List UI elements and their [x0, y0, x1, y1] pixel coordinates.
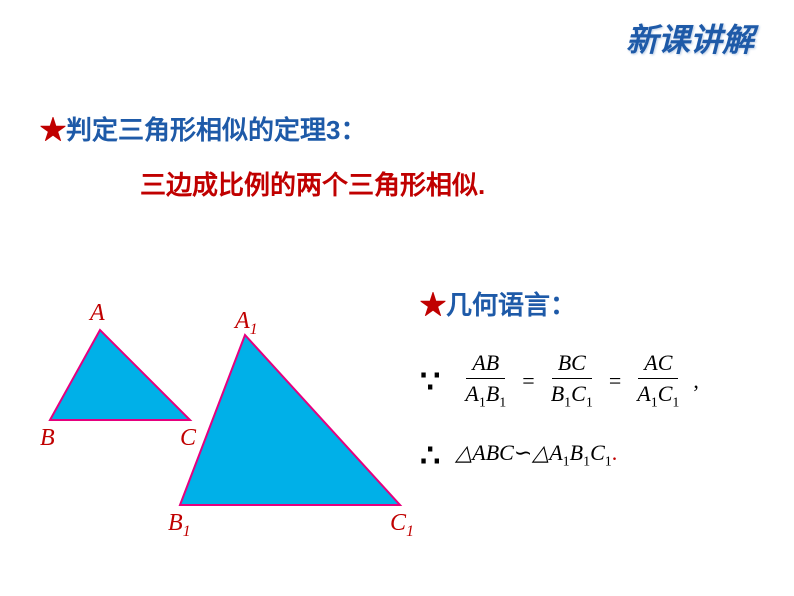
vertex-c1-label: C1 — [390, 510, 414, 540]
geom-language-title: ★几何语言： — [420, 285, 576, 322]
premise-row: ∵ AB A1B1 = BC B1C1 = AC A1C1 , — [420, 350, 780, 411]
because-symbol: ∵ — [420, 362, 440, 400]
geom-title-text: 几何语言： — [446, 290, 576, 320]
fraction-3: AC A1C1 — [631, 350, 685, 411]
frac2-num: BC — [552, 350, 592, 379]
vertex-a-label: A — [88, 300, 105, 326]
math-expression-area: ∵ AB A1B1 = BC B1C1 = AC A1C1 , ∴ △ABC∽△… — [420, 350, 780, 499]
ratio-equation: AB A1B1 = BC B1C1 = AC A1C1 , — [455, 350, 699, 411]
theorem-title-text: 判定三角形相似的定理3： — [66, 115, 366, 145]
conclusion-row: ∴ △ABC∽△A1B1C1. — [420, 436, 780, 474]
comma: , — [693, 368, 699, 394]
frac3-den: A1C1 — [631, 379, 685, 411]
triangles-diagram: A B C A1 B1 C1 — [40, 280, 420, 550]
vertex-a1-label: A1 — [233, 308, 258, 338]
fraction-2: BC B1C1 — [545, 350, 599, 411]
vertex-c-label: C — [180, 425, 197, 451]
star-icon: ★ — [40, 115, 66, 145]
conclusion-text: △ABC∽△A1B1C1. — [455, 440, 617, 470]
slide-header: 新课讲解 — [626, 15, 754, 61]
vertex-b-label: B — [40, 425, 55, 451]
small-triangle — [50, 330, 190, 420]
equals-2: = — [609, 368, 621, 394]
frac1-num: AB — [466, 350, 505, 379]
frac3-num: AC — [638, 350, 678, 379]
large-triangle — [180, 335, 400, 505]
star-icon: ★ — [420, 290, 446, 320]
equals-1: = — [522, 368, 534, 394]
therefore-symbol: ∴ — [420, 436, 440, 474]
frac1-den: A1B1 — [459, 379, 512, 411]
theorem-title: ★判定三角形相似的定理3： — [40, 110, 366, 147]
vertex-b1-label: B1 — [168, 510, 191, 540]
fraction-1: AB A1B1 — [459, 350, 512, 411]
frac2-den: B1C1 — [545, 379, 599, 411]
theorem-content: 三边成比例的两个三角形相似. — [140, 165, 485, 202]
